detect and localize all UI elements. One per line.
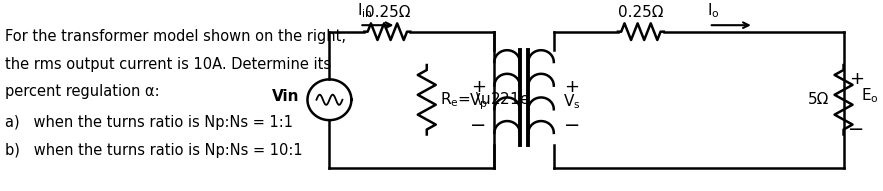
Text: +: + xyxy=(471,78,486,96)
Text: −: − xyxy=(564,116,580,135)
Text: a)   when the turns ratio is Np:Ns = 1:1: a) when the turns ratio is Np:Ns = 1:1 xyxy=(5,115,293,130)
Text: E$_{\mathregular{o}}$: E$_{\mathregular{o}}$ xyxy=(861,87,879,105)
Text: I$_{\mathregular{o}}$: I$_{\mathregular{o}}$ xyxy=(706,1,720,20)
Text: the rms output current is 10A. Determine its: the rms output current is 10A. Determine… xyxy=(5,57,331,72)
Text: For the transformer model shown on the right,: For the transformer model shown on the r… xyxy=(5,29,346,44)
Text: −: − xyxy=(470,116,487,135)
Text: Vin: Vin xyxy=(272,89,299,104)
Text: R$_{\mathregular{e}}$= \u221e: R$_{\mathregular{e}}$= \u221e xyxy=(440,90,530,109)
Text: b)   when the turns ratio is Np:Ns = 10:1: b) when the turns ratio is Np:Ns = 10:1 xyxy=(5,143,303,158)
Text: 0.25Ω: 0.25Ω xyxy=(618,5,664,20)
Text: 5Ω: 5Ω xyxy=(808,92,829,107)
Text: +: + xyxy=(849,70,864,88)
Text: percent regulation α:: percent regulation α: xyxy=(5,84,160,100)
Text: 0.25Ω: 0.25Ω xyxy=(365,5,410,20)
Text: +: + xyxy=(564,78,579,96)
Text: I$_{\mathregular{in}}$: I$_{\mathregular{in}}$ xyxy=(358,1,373,20)
Text: V$_{\mathregular{p}}$: V$_{\mathregular{p}}$ xyxy=(469,91,487,112)
Text: V$_{\mathregular{s}}$: V$_{\mathregular{s}}$ xyxy=(563,92,581,111)
Text: −: − xyxy=(849,120,864,139)
